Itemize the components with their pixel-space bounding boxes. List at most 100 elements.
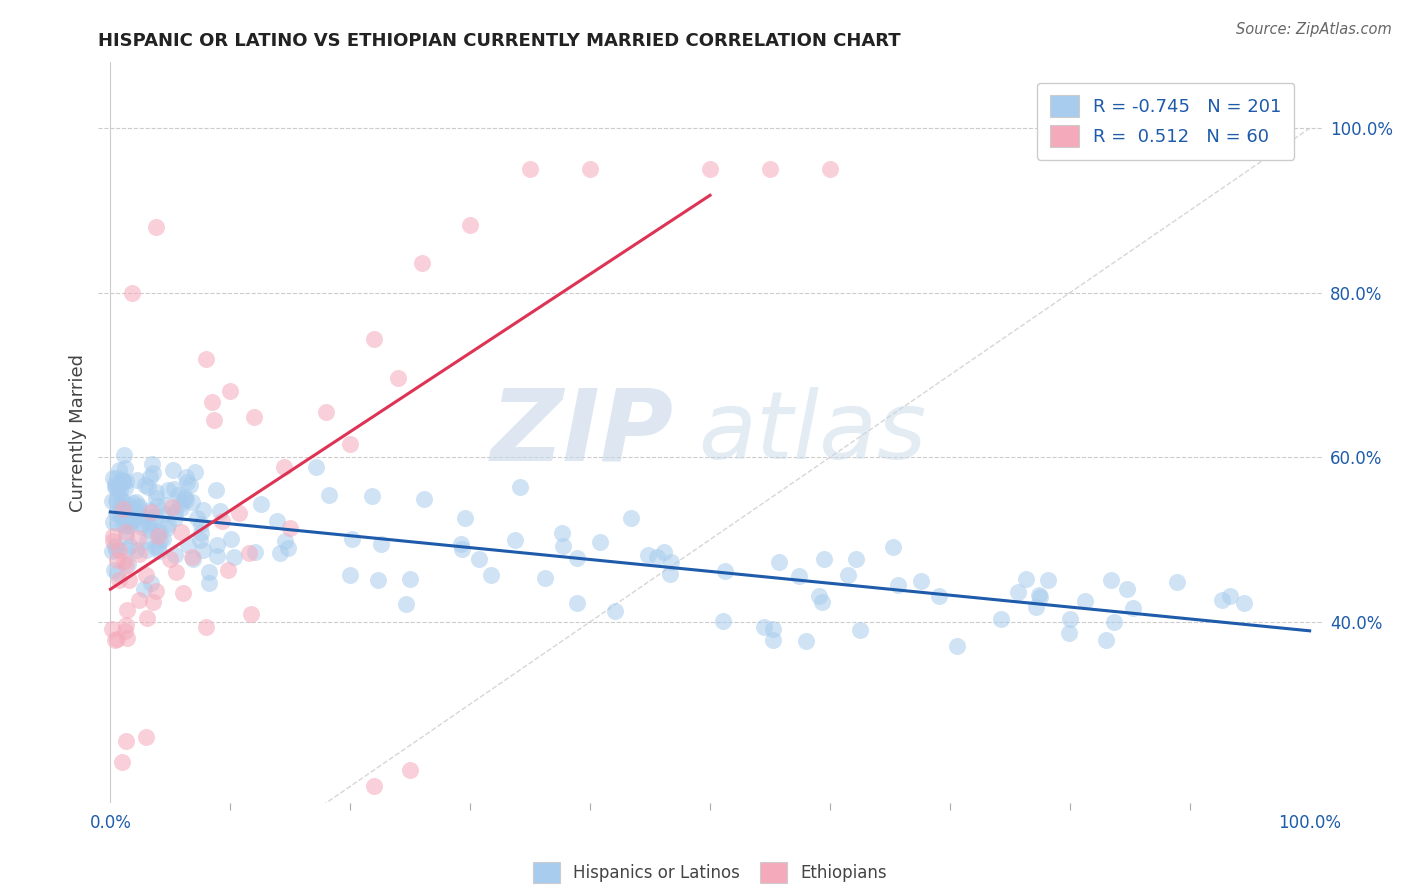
Point (148, 539, 170, 553)
Point (219, 384, 242, 399)
Point (103, 516, 125, 530)
Point (845, 552, 868, 566)
Point (794, 633, 817, 648)
Point (454, 510, 477, 524)
Point (411, 256, 433, 270)
Point (658, 566, 681, 581)
Point (104, 476, 127, 491)
Point (148, 544, 170, 558)
Point (620, 510, 643, 524)
Point (136, 533, 159, 548)
Point (111, 475, 134, 489)
Point (110, 508, 132, 522)
Point (467, 552, 489, 566)
Text: HISPANIC OR LATINO VS ETHIOPIAN CURRENTLY MARRIED CORRELATION CHART: HISPANIC OR LATINO VS ETHIOPIAN CURRENTL… (98, 32, 901, 50)
Point (112, 554, 135, 568)
Point (1025, 600, 1047, 615)
Point (762, 632, 785, 647)
Point (121, 502, 143, 516)
Point (117, 631, 139, 645)
Point (315, 404, 337, 418)
Point (114, 624, 136, 638)
Point (100, 622, 122, 636)
Point (159, 552, 181, 566)
Point (211, 514, 233, 528)
Point (238, 546, 260, 560)
Point (104, 506, 127, 520)
Point (208, 504, 231, 518)
Point (1219, 589, 1241, 603)
Point (181, 495, 204, 509)
Point (553, 539, 575, 553)
Point (305, 459, 328, 474)
Point (114, 558, 136, 572)
Point (946, 639, 969, 653)
Point (170, 525, 193, 540)
Point (104, 480, 127, 494)
Point (176, 538, 198, 552)
Point (121, 285, 143, 300)
Point (127, 508, 149, 522)
Point (278, 521, 301, 535)
Point (361, 489, 384, 503)
Point (217, 563, 239, 577)
Point (579, 162, 602, 177)
Point (125, 495, 148, 509)
Point (565, 550, 588, 565)
Point (165, 511, 187, 525)
Point (110, 491, 132, 506)
Point (104, 543, 127, 558)
Point (197, 575, 219, 590)
Point (142, 466, 165, 480)
Point (142, 595, 165, 609)
Point (107, 483, 129, 497)
Point (228, 506, 250, 520)
Point (762, 622, 785, 636)
Point (195, 620, 218, 634)
Point (153, 507, 176, 521)
Point (768, 555, 790, 569)
Point (112, 516, 135, 531)
Point (104, 539, 127, 553)
Point (652, 545, 675, 559)
Point (148, 526, 170, 541)
Point (156, 516, 179, 531)
Point (450, 542, 472, 557)
Point (121, 514, 143, 528)
Point (114, 508, 136, 522)
Point (188, 533, 211, 548)
Point (176, 475, 198, 489)
Point (127, 501, 149, 516)
Point (186, 511, 208, 525)
Point (787, 569, 810, 583)
Point (205, 549, 228, 563)
Point (910, 574, 932, 589)
Point (1095, 633, 1118, 648)
Point (139, 470, 162, 484)
Point (519, 162, 541, 177)
Point (100, 494, 122, 508)
Y-axis label: Currently Married: Currently Married (69, 353, 87, 512)
Point (174, 470, 197, 484)
Point (110, 507, 132, 521)
Point (136, 510, 159, 524)
Point (1211, 593, 1233, 607)
Point (163, 482, 186, 496)
Point (714, 565, 737, 579)
Point (105, 516, 128, 530)
Point (125, 511, 148, 525)
Point (115, 519, 138, 533)
Point (114, 508, 136, 523)
Point (250, 497, 273, 511)
Point (117, 513, 139, 527)
Point (134, 477, 156, 491)
Point (107, 471, 129, 485)
Point (200, 394, 222, 409)
Point (143, 510, 166, 524)
Point (339, 436, 361, 450)
Point (135, 567, 157, 582)
Point (479, 568, 502, 582)
Point (132, 517, 155, 532)
Point (139, 503, 162, 517)
Point (503, 533, 526, 547)
